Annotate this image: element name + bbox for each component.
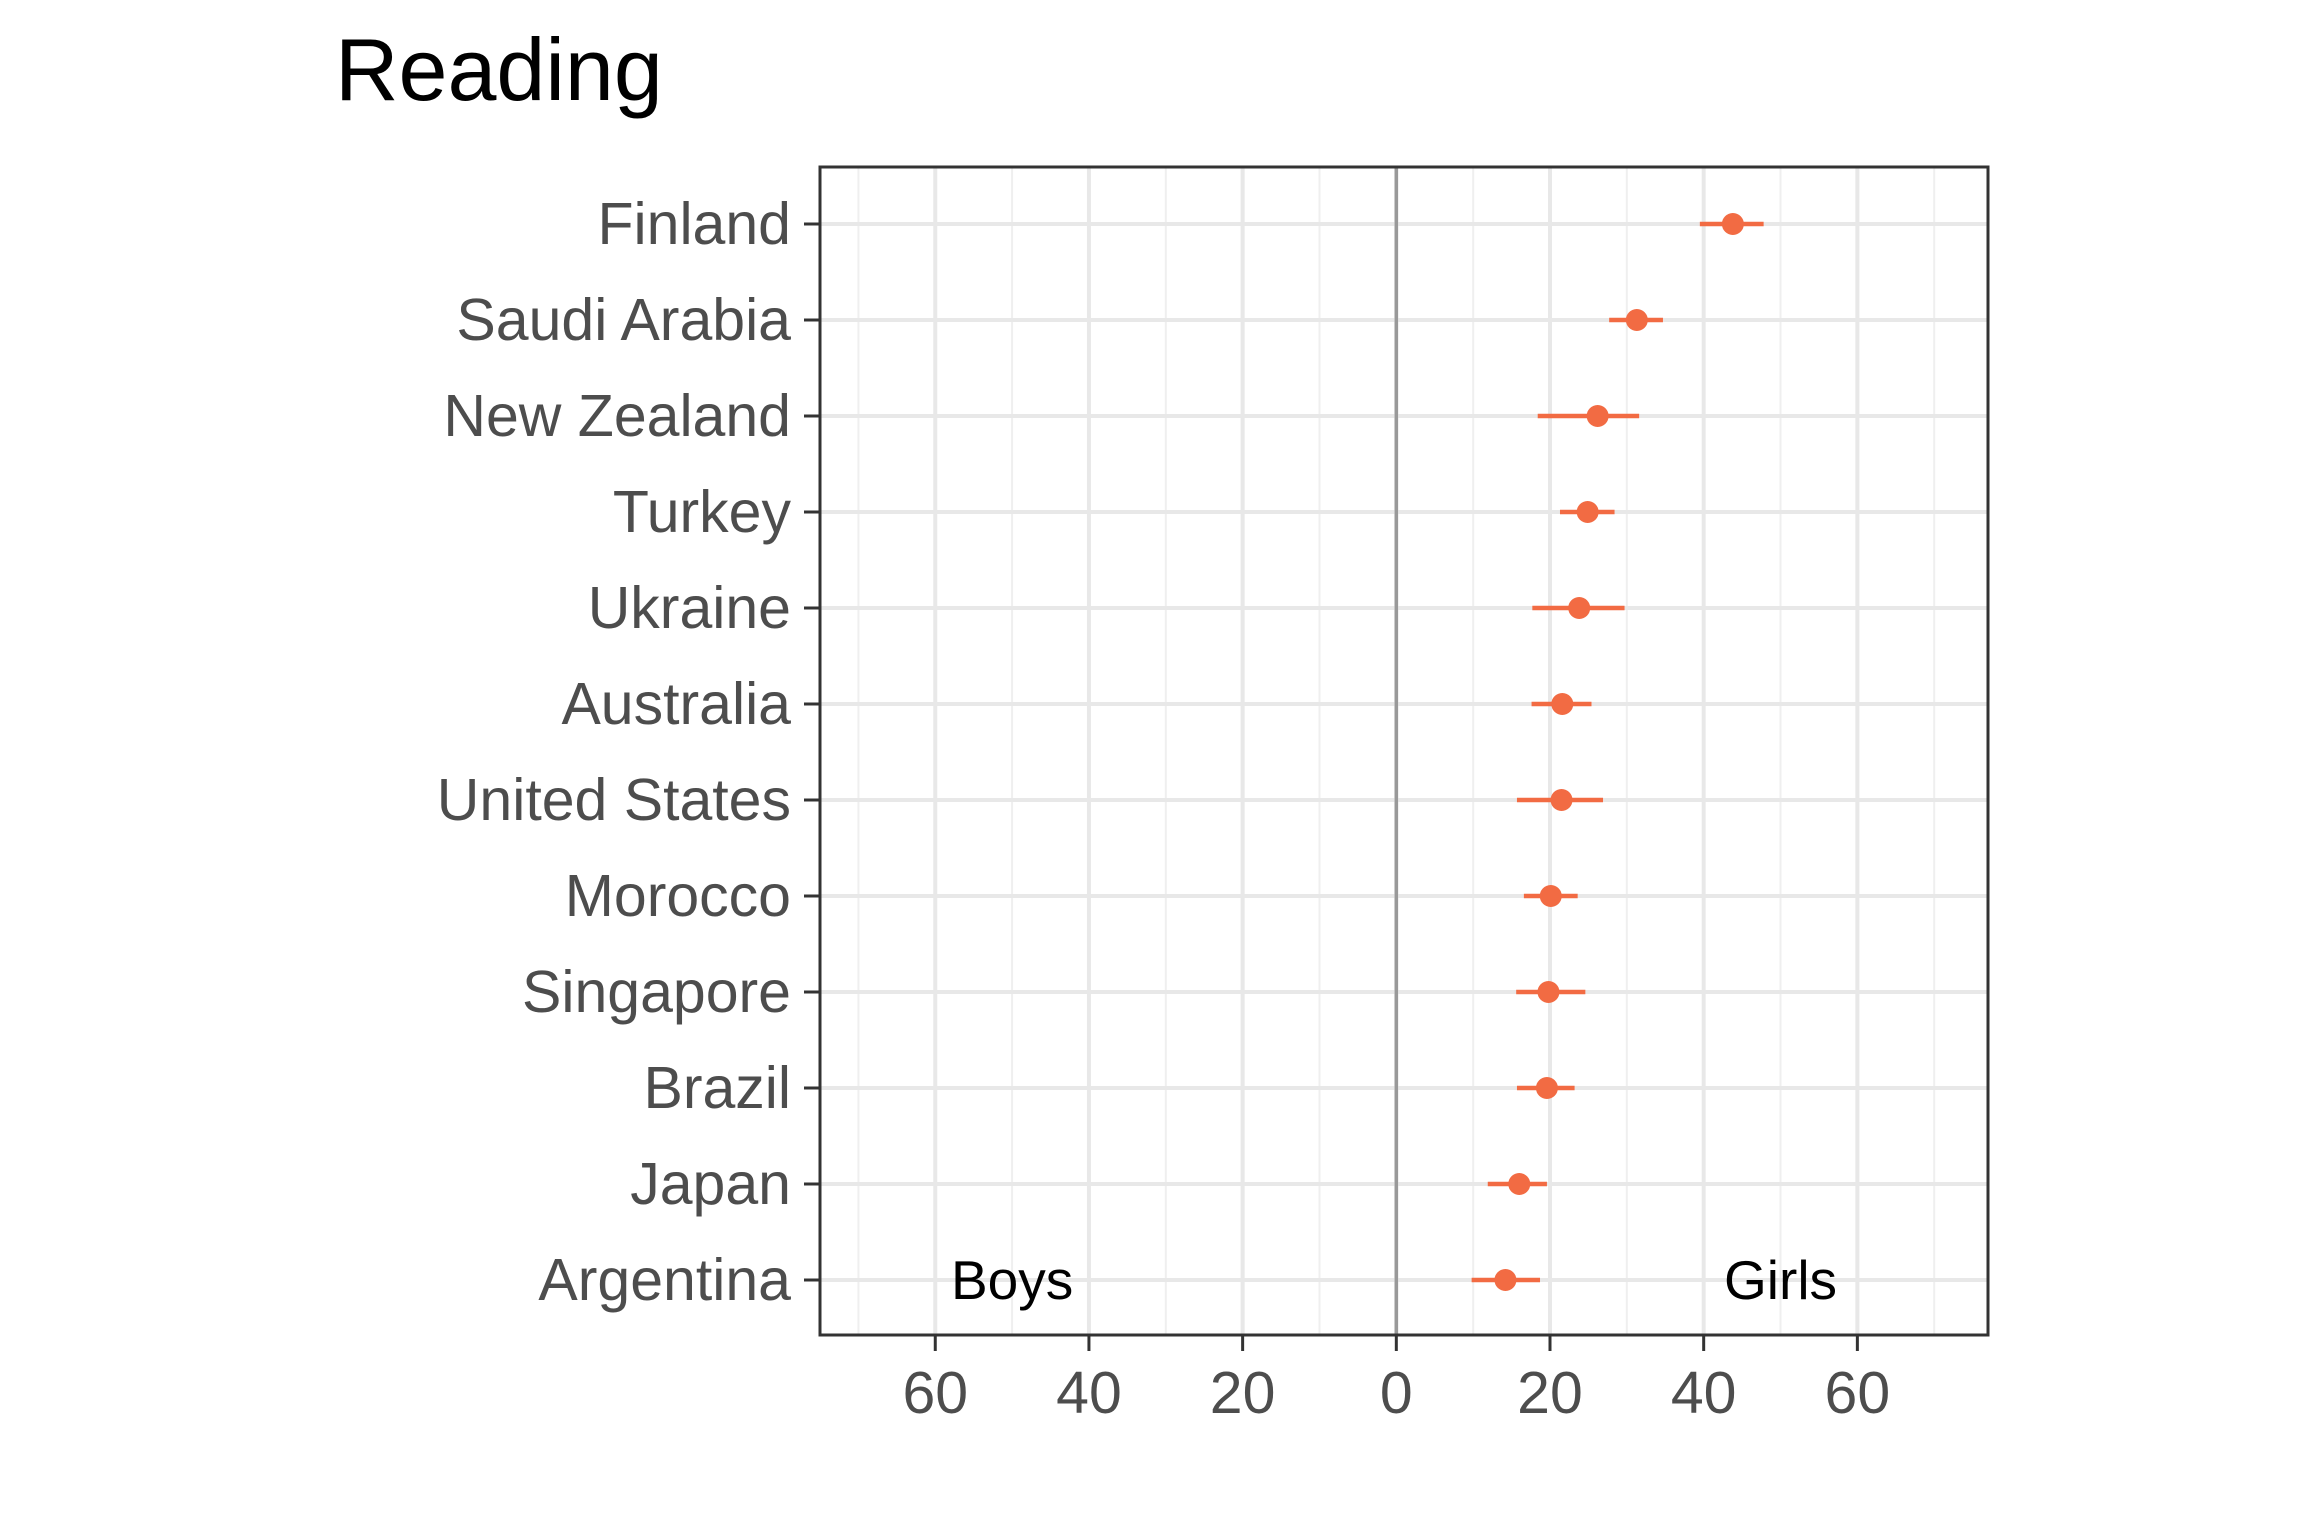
x-axis-label: 60 — [1825, 1360, 1891, 1426]
data-point — [1535, 1077, 1558, 1099]
x-axis-label: 20 — [1517, 1360, 1583, 1426]
data-point — [1625, 309, 1648, 331]
x-axis-label: 40 — [1056, 1360, 1122, 1426]
y-axis-label: United States — [437, 767, 791, 833]
y-axis-label: Brazil — [643, 1055, 791, 1121]
annotation-label: Boys — [951, 1249, 1073, 1311]
y-axis-label: Turkey — [613, 479, 792, 545]
plot-area: Finland Saudi Arabia New Zealand Turkey Ukra… — [437, 165, 1990, 1426]
data-point — [1539, 885, 1562, 907]
data-point — [1551, 693, 1574, 715]
x-axis-label: 20 — [1210, 1360, 1276, 1426]
data-point — [1508, 1173, 1531, 1195]
x-axis-label: 0 — [1380, 1360, 1413, 1426]
plot-border — [818, 165, 1990, 1337]
y-axis-label: Argentina — [538, 1247, 791, 1313]
y-axis-label: Singapore — [522, 959, 791, 1025]
data-point — [1494, 1269, 1517, 1291]
data-point — [1576, 501, 1599, 523]
y-axis-label: Ukraine — [588, 575, 791, 641]
y-axis-label: Saudi Arabia — [456, 287, 791, 353]
x-axis-label: 40 — [1671, 1360, 1737, 1426]
data-point — [1586, 405, 1609, 427]
y-axis-label: Morocco — [565, 863, 791, 929]
annotation-label: Girls — [1724, 1249, 1837, 1311]
data-point — [1568, 597, 1591, 619]
data-point — [1550, 789, 1573, 811]
y-axis-label: New Zealand — [443, 383, 791, 449]
x-axis-label: 60 — [902, 1360, 968, 1426]
chart-title: Reading — [335, 20, 663, 119]
y-axis-label: Australia — [561, 671, 791, 737]
data-point — [1537, 981, 1560, 1003]
y-axis-label: Japan — [630, 1151, 791, 1217]
data-point — [1721, 213, 1744, 235]
y-axis-label: Finland — [597, 191, 791, 257]
